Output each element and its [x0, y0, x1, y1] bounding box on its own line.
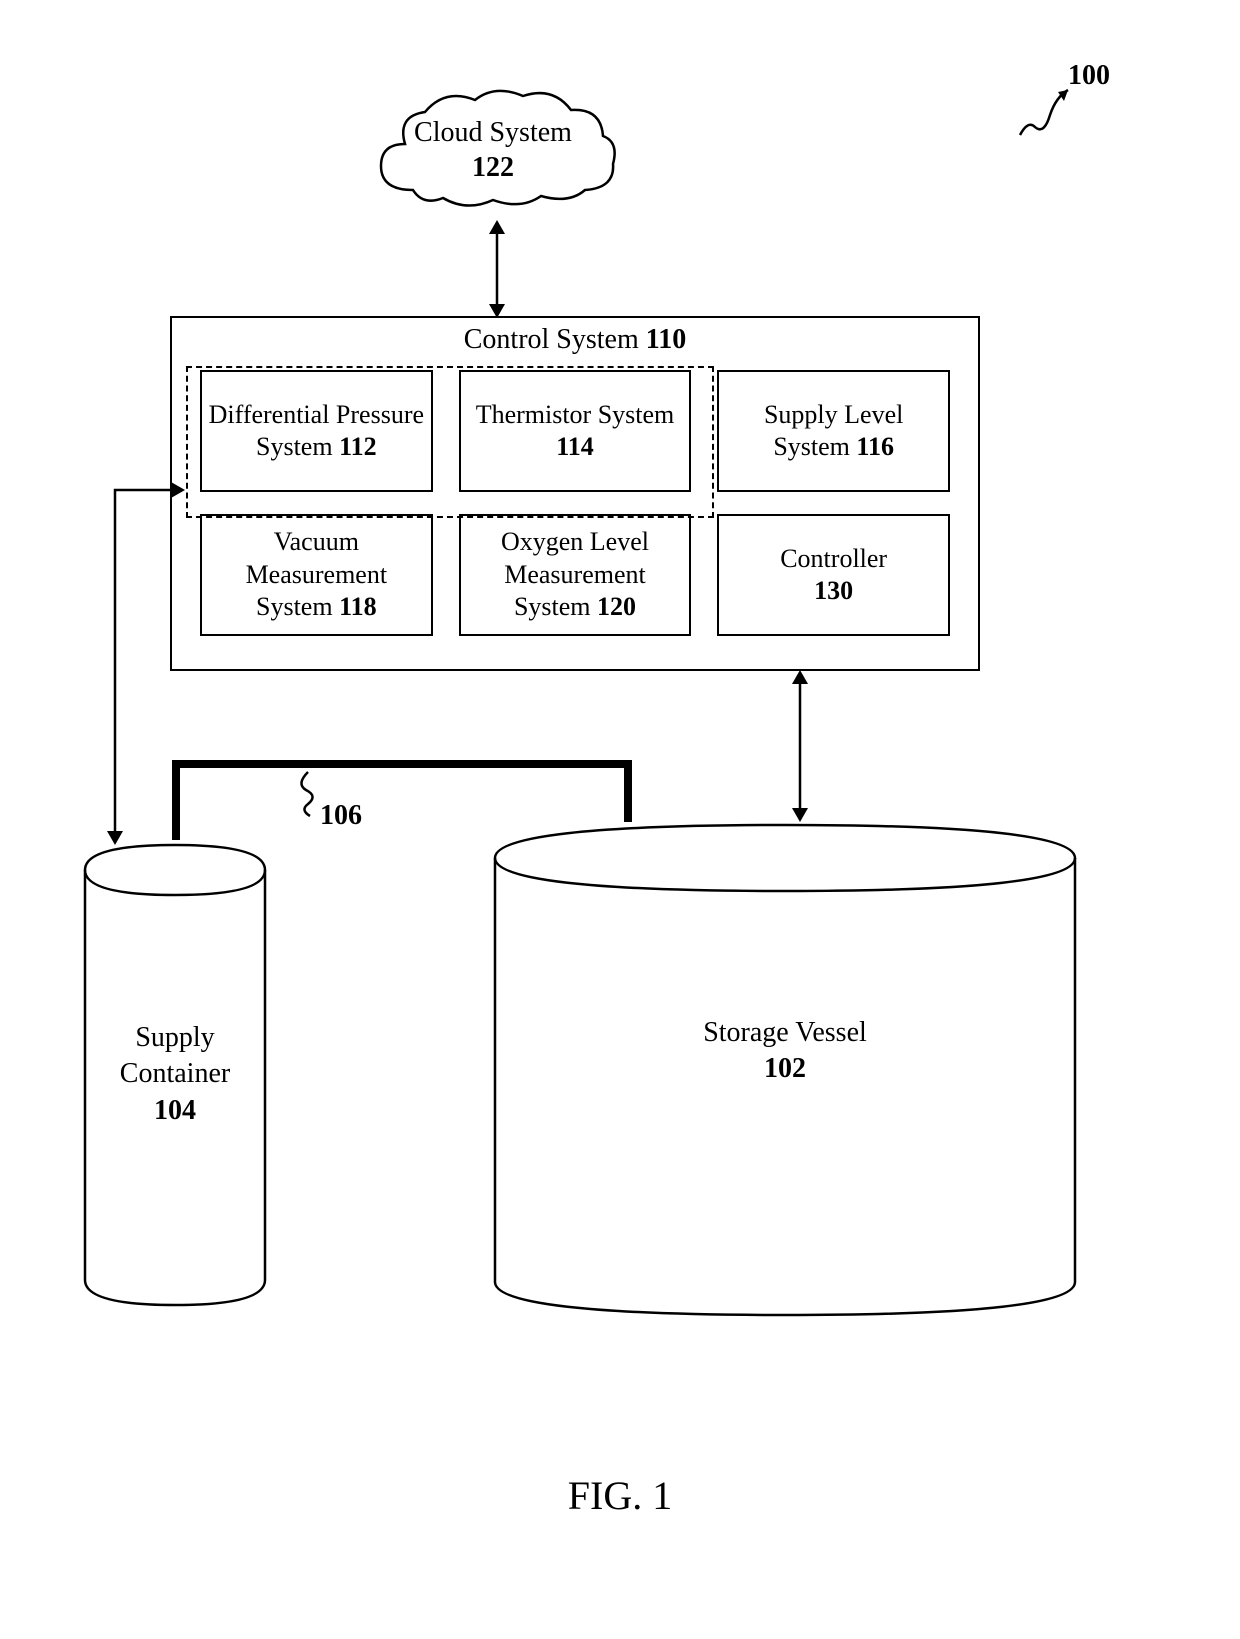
vacuum-box: Vacuum Measurement System 118	[200, 514, 433, 636]
thermistor-box: Thermistor System 114	[459, 370, 692, 492]
thermistor-label: Thermistor System	[476, 400, 675, 429]
figure-caption: FIG. 1	[0, 1472, 1240, 1519]
control-title-text: Control System	[464, 324, 639, 355]
pipe-right-vertical	[624, 760, 632, 822]
supply-label-text: Supply Container	[120, 1022, 230, 1089]
control-grid: Differential Pressure System 112 Thermis…	[172, 356, 978, 662]
storage-vessel-label: Storage Vessel 102	[490, 1015, 1080, 1088]
controller-ref: 130	[814, 576, 853, 605]
control-system-box: Control System 110 Differential Pressure…	[170, 316, 980, 671]
arrow-control-storage	[787, 670, 813, 822]
storage-ref: 102	[764, 1053, 806, 1084]
diff-pressure-ref: 112	[339, 432, 377, 461]
pipe-horizontal	[172, 760, 632, 768]
controller-label: Controller	[780, 544, 887, 573]
oxygen-ref: 120	[597, 592, 636, 621]
diagram-canvas: 100 Cloud System 122 Control System 110 …	[0, 0, 1240, 1639]
diff-pressure-label: Differential Pressure System	[209, 400, 424, 462]
controller-box: Controller 130	[717, 514, 950, 636]
cloud-label: Cloud System 122	[414, 115, 572, 185]
cloud-label-text: Cloud System	[414, 117, 572, 148]
ref-label-106: 106	[320, 800, 362, 832]
control-title-ref: 110	[646, 324, 686, 355]
control-system-title: Control System 110	[172, 324, 978, 356]
supply-level-ref: 116	[856, 432, 894, 461]
diff-pressure-box: Differential Pressure System 112	[200, 370, 433, 492]
thermistor-ref: 114	[556, 432, 594, 461]
arrow-cloud-control	[484, 220, 510, 318]
cloud-system-node: Cloud System 122	[363, 80, 623, 220]
supply-container-label: Supply Container 104	[80, 1020, 270, 1129]
cloud-ref: 122	[472, 152, 514, 183]
vacuum-ref: 118	[339, 592, 377, 621]
pipe-left-vertical	[172, 760, 180, 840]
squiggle-arrow-icon	[1010, 85, 1080, 145]
storage-label-text: Storage Vessel	[703, 1017, 867, 1048]
supply-level-box: Supply Level System 116	[717, 370, 950, 492]
oxygen-box: Oxygen Level Measurement System 120	[459, 514, 692, 636]
supply-ref: 104	[154, 1095, 196, 1126]
